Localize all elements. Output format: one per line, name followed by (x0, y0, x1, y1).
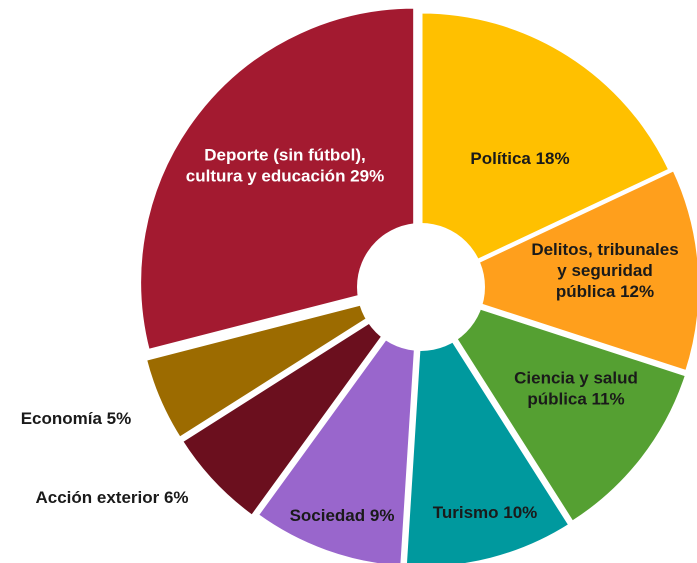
pie-slice (179, 292, 415, 519)
slice-label: Acción exterior 6% (35, 488, 188, 507)
slice-label: Sociedad 9% (290, 506, 395, 525)
slice-label: Ciencia y salud pública 11% (514, 369, 638, 409)
pie-slice (420, 167, 697, 374)
slice-label: Política 18% (470, 149, 569, 168)
slice-label: Deporte (sin fútbol), cultura y educación… (186, 146, 384, 186)
pie-slice (421, 287, 689, 525)
donut-hole (357, 223, 485, 351)
slice-label: Turismo 10% (433, 503, 538, 522)
pie-slice (143, 289, 413, 441)
pie-slices (138, 5, 697, 563)
pie-slice (403, 288, 572, 563)
pie-slice (419, 10, 672, 290)
slice-labels: Política 18% Delitos, tribunales y segurid… (21, 146, 679, 526)
slice-label: Delitos, tribunales y seguridad pública 12… (531, 240, 678, 301)
pie-slice (138, 5, 417, 353)
pie-slice (255, 287, 421, 563)
slice-label: Economía 5% (21, 409, 132, 428)
